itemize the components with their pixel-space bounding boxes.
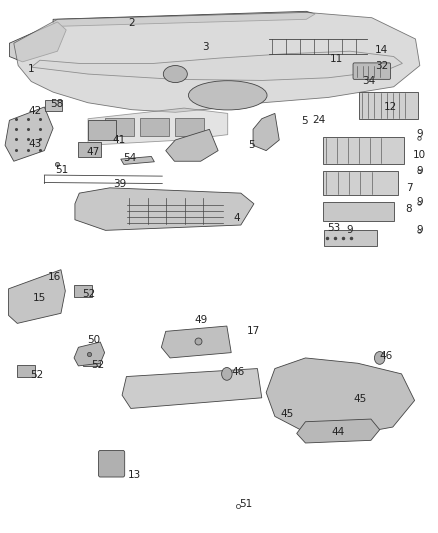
Text: 13: 13	[128, 470, 141, 480]
Polygon shape	[5, 107, 53, 161]
Text: 42: 42	[28, 106, 41, 116]
Text: 14: 14	[375, 45, 389, 54]
Text: 51: 51	[55, 165, 68, 175]
Polygon shape	[266, 358, 415, 435]
Bar	[17, 366, 35, 377]
Text: 34: 34	[363, 77, 376, 86]
Text: 46: 46	[380, 351, 393, 361]
Text: 17: 17	[247, 326, 260, 336]
Bar	[88, 120, 117, 140]
Text: 15: 15	[32, 293, 46, 303]
Polygon shape	[9, 270, 65, 324]
FancyBboxPatch shape	[353, 63, 391, 79]
Text: 24: 24	[312, 115, 325, 125]
Text: 32: 32	[375, 61, 389, 70]
Text: 43: 43	[28, 139, 41, 149]
Bar	[83, 354, 100, 366]
Bar	[175, 118, 204, 136]
Text: 9: 9	[417, 128, 423, 139]
Text: 4: 4	[233, 213, 240, 223]
Text: 45: 45	[280, 409, 293, 419]
Polygon shape	[10, 22, 66, 62]
Text: 50: 50	[87, 335, 100, 345]
Ellipse shape	[163, 66, 187, 83]
Bar	[78, 142, 101, 157]
Text: 9: 9	[346, 225, 353, 236]
Text: 5: 5	[248, 140, 255, 150]
Text: 54: 54	[123, 152, 136, 163]
Polygon shape	[75, 188, 254, 230]
Polygon shape	[122, 368, 262, 408]
Bar	[141, 118, 169, 136]
Text: 8: 8	[406, 204, 412, 214]
Text: 1: 1	[28, 64, 35, 74]
Polygon shape	[253, 114, 279, 151]
Polygon shape	[297, 419, 380, 443]
Ellipse shape	[188, 80, 267, 110]
Text: 7: 7	[406, 183, 412, 193]
Text: 53: 53	[327, 223, 340, 233]
Bar	[323, 171, 398, 195]
Bar	[323, 138, 404, 164]
Text: 9: 9	[417, 225, 423, 236]
Text: 11: 11	[330, 54, 343, 64]
Bar	[359, 92, 418, 119]
Text: 52: 52	[30, 370, 43, 381]
Text: 3: 3	[203, 43, 209, 52]
Text: 44: 44	[332, 427, 345, 438]
Text: 10: 10	[413, 150, 426, 160]
Bar	[106, 118, 134, 136]
Circle shape	[374, 352, 385, 365]
Text: 39: 39	[113, 179, 126, 189]
Circle shape	[222, 368, 232, 380]
Polygon shape	[88, 108, 228, 146]
Bar	[74, 285, 92, 297]
Text: 5: 5	[301, 116, 307, 126]
Text: 47: 47	[87, 147, 100, 157]
Polygon shape	[166, 130, 218, 161]
Text: 45: 45	[353, 394, 366, 405]
Polygon shape	[121, 157, 154, 165]
Polygon shape	[14, 12, 420, 112]
Text: 49: 49	[195, 314, 208, 325]
Text: 16: 16	[47, 272, 60, 282]
Text: 58: 58	[50, 99, 63, 109]
Text: 41: 41	[113, 135, 126, 145]
Polygon shape	[53, 11, 315, 26]
Text: 52: 52	[91, 360, 104, 370]
Polygon shape	[161, 326, 231, 358]
Bar	[323, 201, 394, 221]
Text: 2: 2	[128, 18, 135, 28]
Text: 9: 9	[417, 197, 423, 207]
Text: 9: 9	[417, 166, 423, 176]
Polygon shape	[31, 51, 403, 80]
Polygon shape	[74, 342, 105, 366]
Text: 51: 51	[239, 499, 252, 509]
Bar	[324, 230, 377, 246]
Text: 52: 52	[82, 289, 95, 299]
Text: 46: 46	[231, 367, 244, 377]
Text: 12: 12	[384, 102, 397, 112]
Bar	[45, 100, 62, 111]
FancyBboxPatch shape	[99, 450, 125, 477]
